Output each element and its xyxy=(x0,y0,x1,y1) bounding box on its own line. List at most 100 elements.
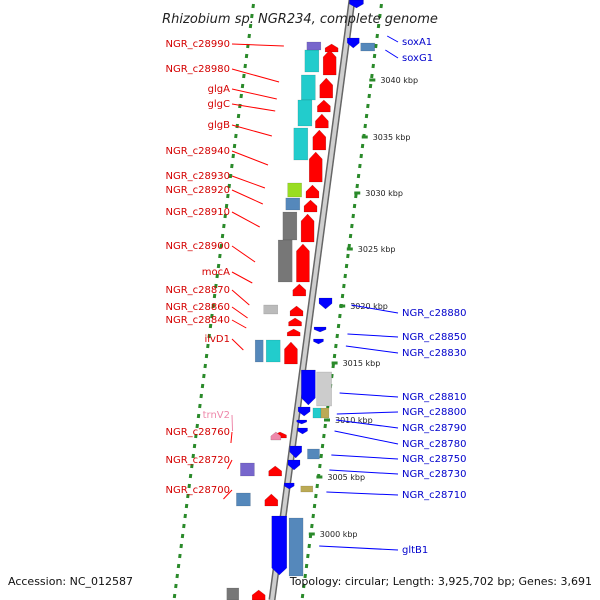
gc-dot xyxy=(344,263,349,269)
reverse-gene xyxy=(318,297,333,310)
gene-label-left: glgB xyxy=(208,120,230,131)
gc-dot xyxy=(343,273,347,279)
leader-line xyxy=(386,35,399,43)
tick-label: 3015 kbp xyxy=(343,359,381,368)
gc-dot xyxy=(375,33,379,39)
leader-line xyxy=(231,271,253,284)
gc-dot xyxy=(318,463,322,469)
gc-dot xyxy=(187,483,191,489)
leader-line xyxy=(231,103,276,112)
forward-gene xyxy=(308,151,323,183)
gc-dot xyxy=(202,373,206,379)
gene-label-right: soxG1 xyxy=(402,53,433,64)
leader-line xyxy=(231,43,284,47)
gc-dot xyxy=(191,453,195,459)
gc-dot xyxy=(363,123,367,129)
gc-dot xyxy=(178,553,182,559)
forward-gene xyxy=(288,317,302,327)
gene-box xyxy=(304,49,320,73)
gene-box xyxy=(226,587,240,600)
gc-dot xyxy=(228,173,233,179)
gene-box xyxy=(297,99,313,127)
gc-dot xyxy=(183,513,187,519)
gene-box xyxy=(300,485,314,493)
gc-dot xyxy=(376,23,381,29)
gc-dot xyxy=(332,353,337,359)
gc-dot xyxy=(242,73,246,79)
right-gene-labels: soxA1 soxG1 NGR_c28880 NGR_c28850 NGR_c28830… xyxy=(402,37,467,556)
gene-label-left: NGR_c28720 xyxy=(166,455,231,466)
leader-line xyxy=(339,392,399,398)
gc-dot xyxy=(176,563,181,569)
gc-dot xyxy=(172,593,177,599)
gc-dot xyxy=(366,103,370,109)
gc-dot xyxy=(240,83,245,89)
gc-dot xyxy=(304,563,309,569)
gc-dot xyxy=(230,163,234,169)
gene-box xyxy=(265,339,281,363)
gc-dot xyxy=(204,353,209,359)
gc-dot xyxy=(238,103,242,109)
gc-dot xyxy=(350,223,354,229)
gene-label-left: NGR_c28760 xyxy=(166,427,231,438)
leader-line xyxy=(231,124,272,137)
gene-label-right: soxA1 xyxy=(402,37,432,48)
gc-dot xyxy=(347,243,351,249)
leader-line xyxy=(326,491,399,496)
gc-skew-dots xyxy=(172,3,383,599)
gc-dot xyxy=(250,13,254,19)
reverse-gene xyxy=(297,406,311,417)
gc-dot xyxy=(356,173,361,179)
gc-dot xyxy=(320,443,325,449)
gene-label-left: NGR_c28990 xyxy=(166,39,231,50)
gc-dot xyxy=(346,253,350,259)
reverse-gene xyxy=(313,338,324,345)
gc-dot xyxy=(351,213,355,219)
gc-dot xyxy=(188,473,193,479)
gene-label-left: NGR_c28940 xyxy=(166,146,231,157)
gc-dot xyxy=(331,363,335,369)
map-title: Rhizobium sp. NGR234, complete genome xyxy=(162,12,438,27)
gene-box xyxy=(306,41,322,51)
gene-label-left: trnV2 xyxy=(203,410,230,421)
gene-label-right: NGR_c28830 xyxy=(402,348,467,359)
gc-dot xyxy=(355,183,359,189)
gc-dot xyxy=(222,223,226,229)
gc-dot xyxy=(196,413,201,419)
gene-label-left: NGR_c28980 xyxy=(166,64,231,75)
leader-line xyxy=(319,545,399,551)
forward-gene xyxy=(268,465,282,477)
forward-gene xyxy=(292,283,307,297)
leader-line xyxy=(227,459,233,470)
gc-dot xyxy=(212,293,217,299)
gc-dot xyxy=(307,543,311,549)
leader-line xyxy=(329,469,399,475)
reverse-gene xyxy=(297,427,308,435)
gc-dot xyxy=(223,213,227,219)
gc-dot xyxy=(200,383,205,389)
topology-text: Topology: circular; Length: 3,925,702 bp… xyxy=(289,575,592,588)
gc-dot xyxy=(352,203,357,209)
gc-dot xyxy=(199,393,203,399)
leader-line xyxy=(231,245,256,263)
leader-line xyxy=(331,454,399,460)
gene-box xyxy=(312,407,322,419)
gc-dot xyxy=(335,333,339,339)
gene-label-left: mocA xyxy=(202,267,230,278)
forward-gene xyxy=(312,129,327,151)
leader-line xyxy=(223,489,233,500)
leader-line xyxy=(231,68,280,83)
left-gene-labels: NGR_c28990 NGR_c28980 glgA glgC glgB NGR_c289… xyxy=(166,39,231,496)
leader-line xyxy=(385,49,399,59)
leader-line xyxy=(231,150,269,166)
tick-label: 3040 kbp xyxy=(380,76,418,85)
gc-dot xyxy=(315,483,319,489)
reverse-gene xyxy=(289,445,302,459)
gene-box xyxy=(254,339,264,363)
tick-label: 3025 kbp xyxy=(358,245,396,254)
gc-dot xyxy=(370,73,374,79)
kbp-ticks: 3040 kbp 3035 kbp 3030 kbp 3025 kbp 3020 kbp… xyxy=(308,76,418,539)
leader-line xyxy=(335,419,399,429)
leader-line xyxy=(336,411,399,415)
forward-gene xyxy=(296,243,310,283)
